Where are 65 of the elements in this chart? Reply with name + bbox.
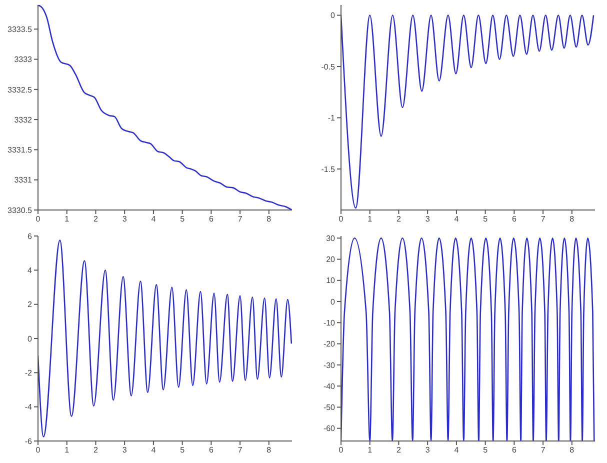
x-tick-label: 2 [94, 446, 98, 455]
x-tick-label: 6 [208, 214, 214, 224]
x-tick-label: 1 [64, 446, 70, 455]
x-tick-label: 3 [425, 214, 430, 224]
y-tick-label: 3332 [14, 115, 33, 124]
y-tick-label: 20 [326, 255, 336, 264]
x-tick-label: 7 [540, 214, 546, 224]
y-tick-label: 3332.5 [8, 85, 33, 94]
x-tick-label: 0 [36, 446, 41, 455]
x-tick-label: 8 [266, 446, 272, 455]
x-tick-label: 4 [454, 446, 460, 455]
x-tick-label: 7 [540, 446, 546, 455]
y-tick-label: -6 [24, 436, 33, 446]
y-tick-label: -50 [323, 403, 336, 412]
y-tick-label: 0 [330, 11, 336, 20]
y-tick-label: -0.5 [321, 62, 336, 72]
x-tick-label: 1 [368, 446, 373, 455]
x-tick-label: 4 [454, 214, 460, 224]
x-tick-label: 6 [208, 446, 214, 455]
x-tick-label: 2 [94, 214, 98, 224]
x-tick-label: 5 [180, 446, 186, 455]
x-tick-label: 1 [368, 214, 373, 224]
y-tick-label: 0 [330, 297, 336, 306]
y-tick-label: -60 [323, 424, 336, 434]
x-tick-label: 3 [122, 446, 128, 455]
y-tick-label: 6 [28, 232, 33, 241]
x-tick-label: 2 [396, 446, 402, 455]
y-tick-label: 0 [28, 334, 33, 344]
x-tick-label: 0 [338, 446, 344, 455]
y-tick-label: -10 [323, 318, 336, 328]
y-tick-label: -4 [24, 402, 33, 412]
x-tick-label: 0 [338, 214, 344, 224]
y-tick-label: 3330.5 [8, 206, 33, 215]
y-tick-label: 3333 [14, 55, 33, 64]
x-tick-label: 8 [570, 214, 575, 224]
line-series [38, 240, 292, 438]
y-tick-label: -1.5 [321, 164, 336, 174]
y-tick-label: 3331 [14, 176, 33, 185]
x-tick-label: 6 [512, 214, 517, 224]
y-tick-label: 10 [326, 276, 336, 286]
x-tick-label: 2 [396, 214, 402, 224]
x-tick-label: 6 [512, 446, 517, 455]
y-tick-label: 3331.5 [8, 146, 33, 155]
x-tick-label: 4 [151, 214, 156, 224]
x-tick-label: 7 [238, 214, 243, 224]
x-tick-label: 5 [483, 446, 488, 455]
y-tick-label: -30 [323, 360, 336, 370]
y-tick-label: -1 [328, 114, 336, 123]
y-tick-label: 3333.5 [8, 24, 33, 34]
y-tick-label: 30 [326, 234, 336, 243]
y-tick-label: -2 [24, 368, 33, 378]
y-tick-label: -20 [323, 340, 336, 349]
x-tick-label: 1 [64, 214, 70, 224]
x-tick-label: 0 [36, 214, 41, 224]
x-tick-label: 8 [570, 446, 575, 455]
x-tick-label: 8 [266, 214, 272, 224]
x-tick-label: 3 [122, 214, 128, 224]
y-tick-label: -40 [323, 382, 336, 391]
y-tick-label: 4 [28, 266, 33, 276]
x-tick-label: 5 [483, 214, 488, 224]
x-tick-label: 5 [180, 214, 186, 224]
y-tick-label: 2 [28, 300, 33, 310]
x-tick-label: 7 [238, 446, 243, 455]
x-tick-label: 3 [425, 446, 430, 455]
x-tick-label: 4 [151, 446, 156, 455]
